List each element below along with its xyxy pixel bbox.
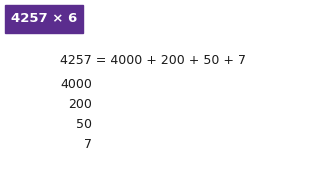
Text: 200: 200 (68, 98, 92, 111)
FancyBboxPatch shape (5, 5, 83, 33)
Text: 4257 × 6: 4257 × 6 (11, 12, 77, 26)
Text: 7: 7 (84, 138, 92, 152)
Text: 50: 50 (76, 118, 92, 132)
Text: 4000: 4000 (60, 78, 92, 91)
Text: 4257 = 4000 + 200 + 50 + 7: 4257 = 4000 + 200 + 50 + 7 (60, 53, 246, 66)
